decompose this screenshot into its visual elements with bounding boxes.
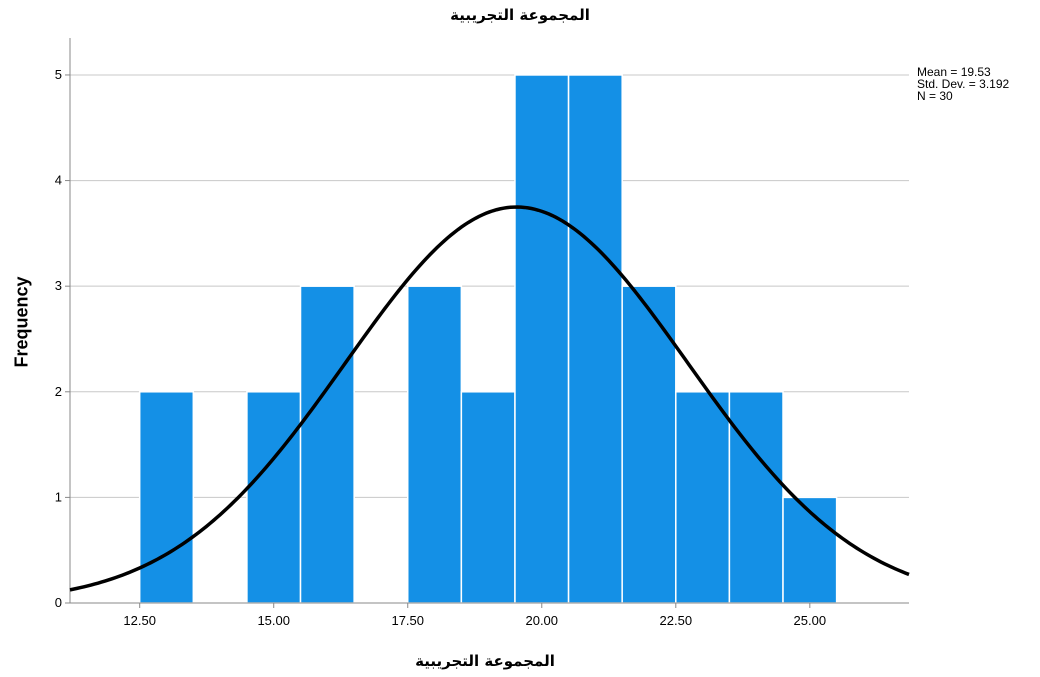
x-tick-label-2: 17.50 <box>391 613 424 628</box>
stats-legend: Mean = 19.53 Std. Dev. = 3.192 N = 30 <box>917 66 1009 102</box>
y-tick-label-4: 4 <box>55 173 62 188</box>
bar-0 <box>138 391 195 604</box>
stat-std-dev: Std. Dev. = 3.192 <box>917 77 1010 91</box>
x-axis-label: المجموعة التجريبية <box>415 652 555 670</box>
bar-3 <box>406 285 463 604</box>
stat-n: N = 30 <box>917 89 953 103</box>
y-tick-label-3: 3 <box>55 278 62 293</box>
x-tick-label-1: 15.00 <box>257 613 290 628</box>
y-tick-label-2: 2 <box>55 384 62 399</box>
chart-title: المجموعة التجريبية <box>450 6 590 24</box>
x-tick-label-5: 25.00 <box>794 613 827 628</box>
bar-6 <box>567 74 623 604</box>
y-tick-label-5: 5 <box>55 67 62 82</box>
x-tick-label-4: 22.50 <box>660 613 693 628</box>
x-tick-label-3: 20.00 <box>525 613 558 628</box>
bar-2 <box>299 285 355 604</box>
y-tick-label-1: 1 <box>55 489 62 504</box>
stat-mean: Mean = 19.53 <box>917 65 991 79</box>
bar-1 <box>246 391 302 604</box>
bar-4 <box>460 391 516 604</box>
x-tick-label-0: 12.50 <box>123 613 156 628</box>
bar-9 <box>728 391 784 604</box>
bar-8 <box>675 391 731 604</box>
y-tick-label-0: 0 <box>55 595 62 610</box>
normal-curve <box>69 205 910 592</box>
bar-5 <box>514 74 570 604</box>
